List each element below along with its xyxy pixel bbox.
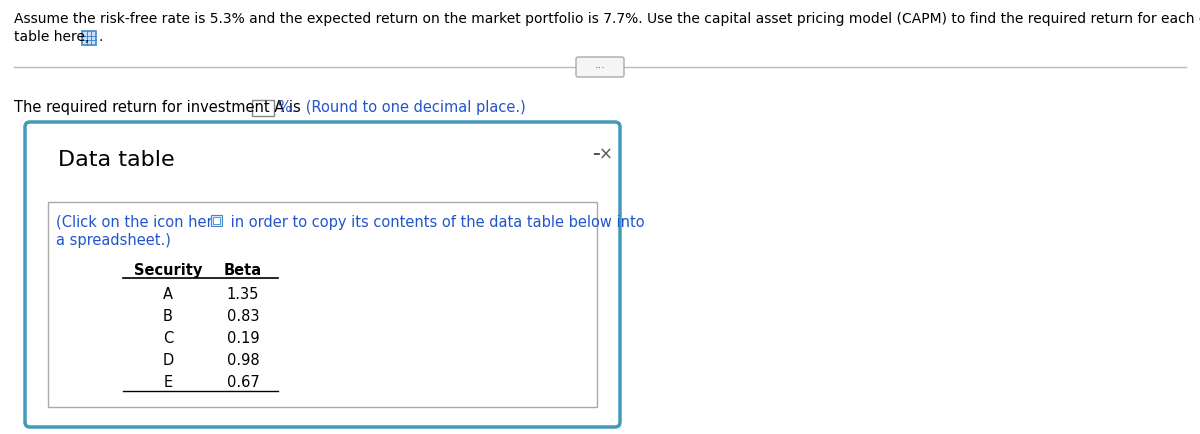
FancyBboxPatch shape [214,217,220,224]
Text: a spreadsheet.): a spreadsheet.) [56,233,170,247]
FancyBboxPatch shape [252,101,274,117]
Text: 0.67: 0.67 [227,374,259,389]
Text: 0.19: 0.19 [227,330,259,345]
Text: E: E [163,374,173,389]
Text: C: C [163,330,173,345]
Text: Assume the risk-free rate is 5.3% and the expected return on the market portfoli: Assume the risk-free rate is 5.3% and th… [14,12,1200,26]
Text: (Click on the icon here: (Click on the icon here [56,214,221,230]
Text: table here,: table here, [14,30,89,44]
FancyBboxPatch shape [211,216,222,227]
Text: ···: ··· [594,63,606,73]
FancyBboxPatch shape [48,203,598,407]
Text: Beta: Beta [224,263,262,277]
Text: D: D [162,352,174,367]
Text: A: A [163,286,173,301]
Text: –: – [593,146,600,161]
Text: 0.83: 0.83 [227,308,259,323]
FancyBboxPatch shape [25,123,620,427]
Text: .: . [98,30,102,44]
Text: The required return for investment A is: The required return for investment A is [14,100,301,115]
Text: B: B [163,308,173,323]
Text: 1.35: 1.35 [227,286,259,301]
Text: ×: × [599,146,613,164]
Text: %.  (Round to one decimal place.): %. (Round to one decimal place.) [278,100,526,115]
Text: Security: Security [134,263,202,277]
Text: 0.98: 0.98 [227,352,259,367]
Text: Data table: Data table [58,150,175,170]
Text: in order to copy its contents of the data table below into: in order to copy its contents of the dat… [226,214,644,230]
FancyBboxPatch shape [82,32,96,46]
FancyBboxPatch shape [576,58,624,78]
